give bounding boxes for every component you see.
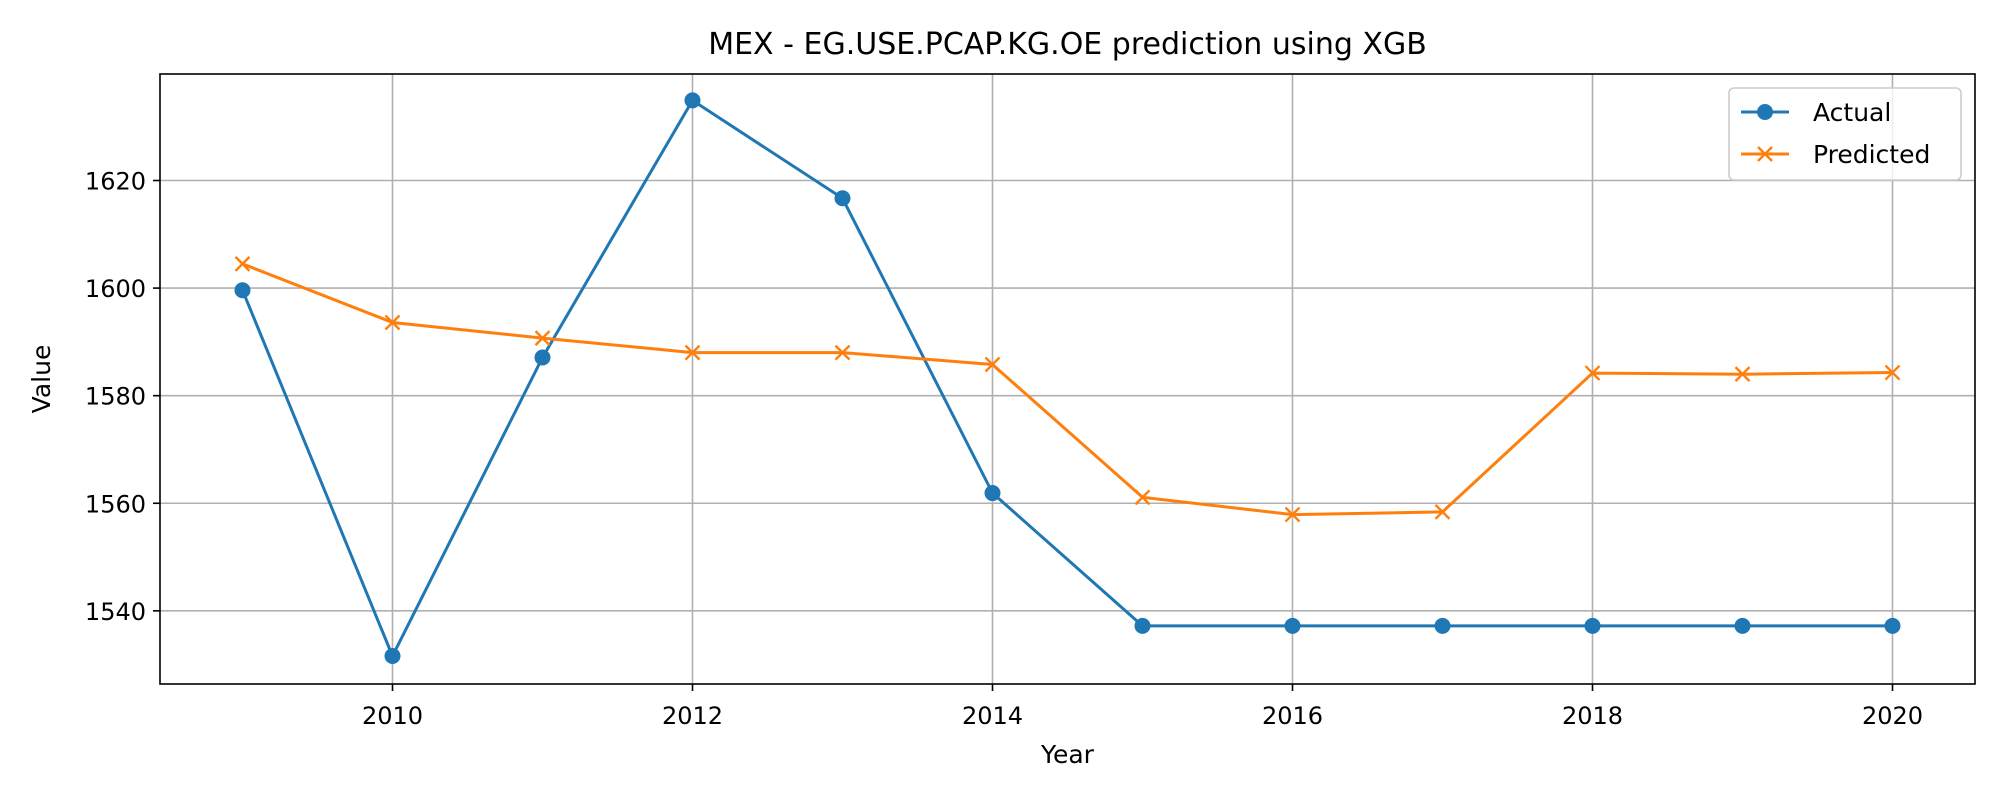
data-point-predicted xyxy=(984,356,1001,373)
chart-title: MEX - EG.USE.PCAP.KG.OE prediction using… xyxy=(708,27,1427,62)
series-line-predicted xyxy=(241,262,1893,517)
data-point-actual xyxy=(534,349,551,366)
data-point-predicted xyxy=(834,344,851,361)
y-tick-label: 1560 xyxy=(85,490,146,518)
series-predicted xyxy=(234,256,1901,523)
data-point-actual xyxy=(1884,617,1901,634)
data-point-actual xyxy=(1134,617,1151,634)
data-point-actual xyxy=(234,282,251,299)
plot-frame xyxy=(159,73,1976,685)
data-point-actual xyxy=(1434,617,1451,634)
axis-ticks: 2010 2012 2014 2016 2018 2020 1540 1560 1580 1600… xyxy=(85,168,1923,730)
y-tick-label: 1540 xyxy=(85,598,146,626)
legend: Actual Predicted xyxy=(1728,87,1962,181)
y-axis-label: Value xyxy=(27,345,56,414)
legend-item-predicted: Predicted xyxy=(1741,140,1930,169)
x-tick-label: 2020 xyxy=(1862,702,1923,730)
y-tick-label: 1580 xyxy=(85,383,146,411)
y-tick-label: 1620 xyxy=(85,168,146,196)
x-tick-label: 2014 xyxy=(962,702,1023,730)
data-point-predicted xyxy=(1284,506,1301,523)
data-point-predicted xyxy=(1734,366,1751,383)
data-point-actual xyxy=(684,92,701,109)
data-point-predicted xyxy=(384,314,401,331)
data-point-predicted xyxy=(1584,365,1601,381)
data-point-predicted xyxy=(1134,489,1151,506)
data-point-predicted xyxy=(234,256,251,272)
data-point-actual xyxy=(1284,617,1301,634)
legend-marker-predicted xyxy=(1757,146,1773,162)
data-point-actual xyxy=(384,648,401,665)
series-line-actual xyxy=(241,98,1893,658)
series-actual xyxy=(234,92,1901,665)
data-point-predicted xyxy=(534,330,551,346)
legend-item-actual: Actual xyxy=(1741,98,1891,127)
x-tick-label: 2012 xyxy=(662,702,723,730)
data-point-predicted xyxy=(1884,364,1901,381)
y-tick-label: 1600 xyxy=(85,275,146,303)
data-point-predicted xyxy=(684,344,701,361)
legend-marker-actual xyxy=(1757,104,1773,120)
legend-label-actual: Actual xyxy=(1813,98,1891,127)
data-point-actual xyxy=(984,485,1001,502)
x-axis-label: Year xyxy=(1040,740,1095,769)
legend-label-predicted: Predicted xyxy=(1813,140,1930,169)
x-tick-label: 2016 xyxy=(1262,702,1323,730)
series-layer xyxy=(234,92,1901,665)
data-point-actual xyxy=(1584,617,1601,634)
data-point-actual xyxy=(1734,617,1751,634)
x-tick-label: 2018 xyxy=(1562,702,1623,730)
x-tick-label: 2010 xyxy=(362,702,423,730)
data-point-actual xyxy=(834,190,851,207)
data-point-predicted xyxy=(1434,504,1451,520)
